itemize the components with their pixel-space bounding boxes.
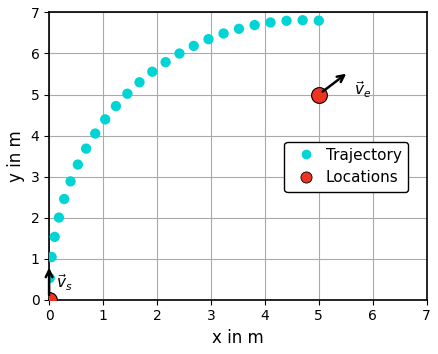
Point xyxy=(149,69,156,75)
Point xyxy=(299,17,306,23)
Point xyxy=(61,196,68,202)
Point xyxy=(236,26,243,32)
Point xyxy=(205,36,212,42)
Point xyxy=(315,18,322,23)
X-axis label: x in m: x in m xyxy=(212,329,264,347)
Point xyxy=(251,22,258,28)
Text: $\vec{v}_s$: $\vec{v}_s$ xyxy=(56,272,73,293)
Point xyxy=(67,178,74,184)
Point xyxy=(315,92,322,97)
Point xyxy=(113,103,120,109)
Point xyxy=(48,254,55,260)
Text: $\vec{v}_e$: $\vec{v}_e$ xyxy=(354,79,371,100)
Point xyxy=(220,31,227,36)
Point xyxy=(83,146,90,152)
Point xyxy=(92,131,99,136)
Point xyxy=(46,297,53,303)
Point xyxy=(162,59,169,65)
Point xyxy=(46,297,53,303)
Point xyxy=(74,162,81,167)
Legend: Trajectory, Locations: Trajectory, Locations xyxy=(284,142,408,192)
Point xyxy=(176,51,183,56)
Y-axis label: y in m: y in m xyxy=(7,130,25,182)
Point xyxy=(190,43,197,49)
Point xyxy=(55,215,62,221)
Point xyxy=(46,275,53,281)
Point xyxy=(283,18,290,24)
Point xyxy=(124,91,131,97)
Point xyxy=(136,79,143,85)
Point xyxy=(267,19,274,25)
Point xyxy=(51,234,58,240)
Point xyxy=(102,116,109,122)
